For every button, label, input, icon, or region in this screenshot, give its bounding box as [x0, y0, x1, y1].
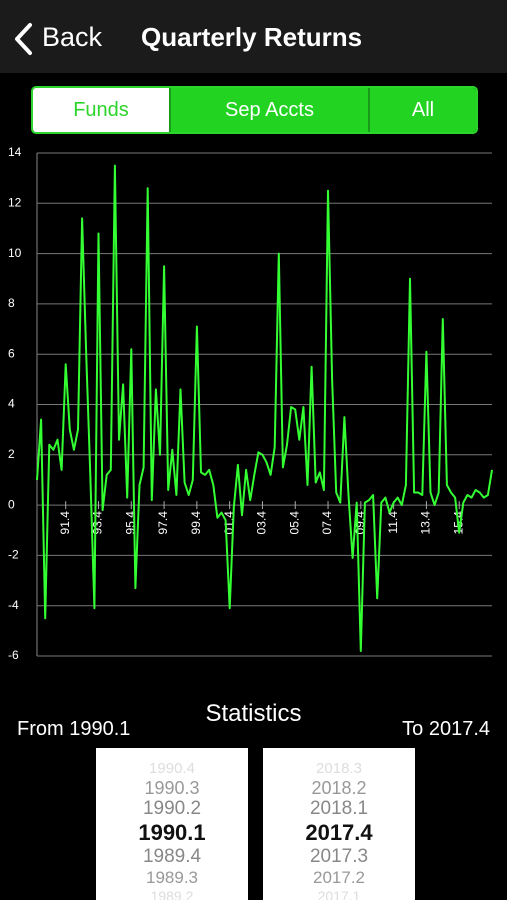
y-tick-label: 12	[8, 195, 22, 209]
y-tick-label: -4	[8, 598, 19, 612]
tab[interactable]: All	[368, 88, 476, 132]
picker-item[interactable]: 2017.2	[313, 868, 365, 887]
picker-item[interactable]: 1989.4	[142, 846, 202, 867]
y-tick-label: 10	[8, 246, 22, 260]
x-tick-label: 11.4	[386, 511, 400, 534]
x-tick-label: 91.4	[58, 511, 72, 535]
section-title: Statistics	[205, 700, 302, 727]
x-tick-label: 13.4	[419, 511, 433, 535]
picker-item[interactable]: 2017.4	[305, 820, 373, 845]
picker-item[interactable]: 2018.1	[309, 798, 369, 819]
from-picker[interactable]: 1990.4 1990.3 1990.2 1990.1 1989.4 1989.3 1989…	[96, 748, 248, 900]
picker-item[interactable]: 1989.3	[146, 868, 198, 887]
tab[interactable]: Sep Accts	[169, 88, 368, 132]
x-tick-label: 93.4	[91, 511, 105, 535]
data-line	[36, 164, 493, 652]
from-label: From 1990.1	[17, 718, 131, 740]
picker-item[interactable]: 1990.1	[138, 820, 206, 845]
picker-item[interactable]: 1990.4	[149, 760, 195, 777]
y-tick-label: 8	[8, 296, 15, 310]
to-label: To 2017.4	[402, 718, 490, 740]
to-picker[interactable]: 2018.3 2018.2 2018.1 2017.4 2017.3 2017.2 2017…	[263, 748, 415, 900]
y-tick-label: 6	[8, 346, 15, 360]
picker-item[interactable]: 1990.3	[144, 778, 200, 798]
nav-bar: Back Quarterly Returns	[0, 0, 507, 73]
y-tick-label: -6	[8, 648, 19, 662]
y-tick-label: 2	[8, 447, 15, 461]
picker-item[interactable]: 1990.2	[142, 798, 202, 819]
y-tick-label: 14	[8, 145, 22, 159]
back-button[interactable]: Back	[42, 22, 103, 52]
x-tick-label: 03.4	[255, 511, 269, 535]
back-chevron[interactable]	[12, 22, 36, 56]
picker-item[interactable]: 1989.2	[150, 888, 194, 900]
y-tick-label: 4	[8, 397, 15, 411]
picker-item[interactable]: 2017.3	[309, 846, 369, 867]
picker-item[interactable]: 2018.2	[311, 778, 367, 798]
x-tick-label: 05.4	[287, 511, 301, 535]
tab[interactable]: Funds	[33, 88, 169, 132]
y-tick-label: -2	[8, 548, 19, 562]
screen-title: Quarterly Returns	[141, 22, 363, 52]
x-tick-label: 07.4	[320, 511, 334, 535]
segmented-control: Funds Sep Accts All	[31, 86, 478, 134]
x-tick-label: 99.4	[189, 511, 203, 535]
x-tick-label: 97.4	[156, 511, 170, 535]
y-tick-label: 0	[8, 497, 15, 511]
picker-item[interactable]: 2017.1	[317, 888, 361, 900]
picker-item[interactable]: 2018.3	[316, 760, 362, 777]
